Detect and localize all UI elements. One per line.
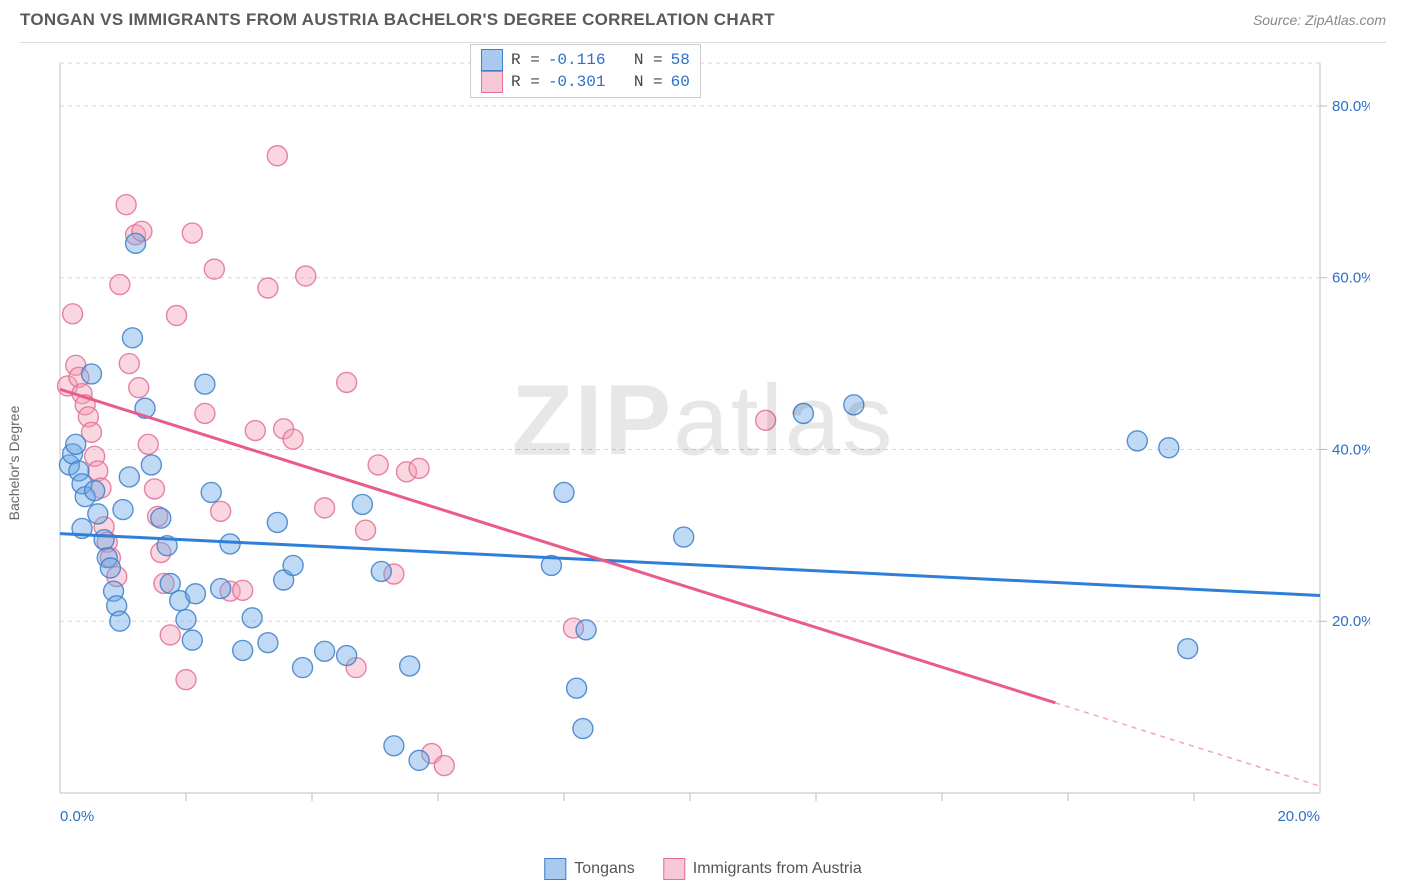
- legend-swatch: [544, 858, 566, 880]
- legend-item: Tongans: [544, 858, 635, 880]
- y-axis-label: Bachelor's Degree: [6, 405, 22, 520]
- svg-text:20.0%: 20.0%: [1277, 808, 1320, 825]
- legend-stat-row: R = -0.116N =58: [481, 49, 690, 71]
- svg-text:0.0%: 0.0%: [60, 808, 94, 825]
- legend-series: Tongans Immigrants from Austria: [544, 858, 861, 880]
- legend-label: Tongans: [574, 860, 635, 878]
- source-label: Source: ZipAtlas.com: [1253, 12, 1386, 28]
- legend-swatch: [663, 858, 685, 880]
- svg-text:80.0%: 80.0%: [1332, 98, 1370, 115]
- legend-swatch: [481, 49, 503, 71]
- svg-text:40.0%: 40.0%: [1332, 441, 1370, 458]
- chart-title: TONGAN VS IMMIGRANTS FROM AUSTRIA BACHEL…: [20, 10, 775, 30]
- chart-container: Bachelor's Degree 0.0%20.0%20.0%40.0%60.…: [20, 42, 1386, 882]
- svg-text:20.0%: 20.0%: [1332, 613, 1370, 630]
- legend-label: Immigrants from Austria: [693, 860, 862, 878]
- svg-text:60.0%: 60.0%: [1332, 270, 1370, 287]
- scatter-plot: 0.0% 20.0% 20.0% 40.0% 60.0% 80.0%: [50, 53, 1370, 843]
- legend-swatch: [481, 71, 503, 93]
- legend-stat-row: R = -0.301N =60: [481, 71, 690, 93]
- legend-stats: R = -0.116N =58R = -0.301N =60: [470, 44, 701, 98]
- legend-item: Immigrants from Austria: [663, 858, 862, 880]
